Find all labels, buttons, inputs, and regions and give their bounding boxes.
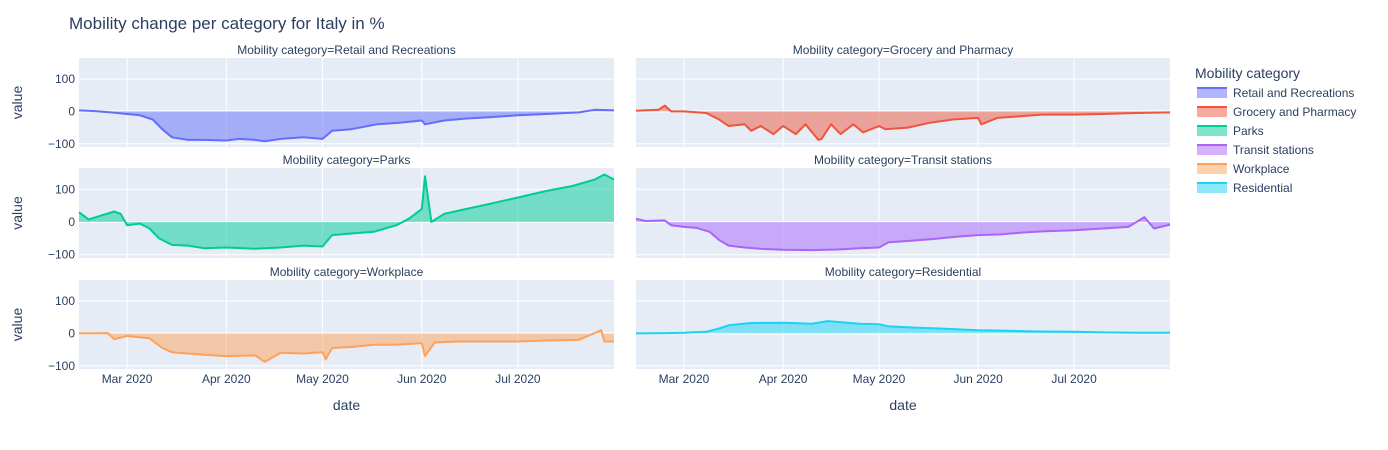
x-tick-label: Jul 2020 xyxy=(1051,372,1097,386)
y-tick-label: 100 xyxy=(55,182,75,196)
facet-title: Mobility category=Residential xyxy=(825,265,981,279)
legend-label: Parks xyxy=(1233,124,1264,138)
panel-parks: Mobility category=Parks −100 0 100 value xyxy=(9,153,615,262)
plot-background xyxy=(79,58,614,147)
x-tick-label: Mar 2020 xyxy=(659,372,710,386)
x-tick-label: Jun 2020 xyxy=(397,372,447,386)
plot-background xyxy=(79,280,614,369)
legend-item-transit-stations[interactable]: Transit stations xyxy=(1197,143,1314,157)
y-tick-label: 100 xyxy=(55,294,75,308)
y-axis-label: value xyxy=(9,86,25,120)
legend-swatch xyxy=(1197,145,1227,155)
legend-item-grocery-and-pharmacy[interactable]: Grocery and Pharmacy xyxy=(1197,105,1356,119)
plot-background xyxy=(636,168,1170,258)
facet-title: Mobility category=Grocery and Pharmacy xyxy=(793,43,1013,57)
area-fill-workplace xyxy=(79,330,614,362)
facet-title: Mobility category=Workplace xyxy=(270,265,424,279)
chart-title: Mobility change per category for Italy i… xyxy=(69,14,385,33)
y-tick-label: −100 xyxy=(48,248,75,262)
series-line-residential xyxy=(635,320,1170,335)
x-tick-label: Jun 2020 xyxy=(953,372,1003,386)
legend-item-retail-and-recreations[interactable]: Retail and Recreations xyxy=(1197,86,1354,100)
y-axis-label: value xyxy=(9,196,25,230)
legend-swatch xyxy=(1197,183,1227,193)
area-fill-parks xyxy=(79,174,614,249)
y-tick-label: 0 xyxy=(68,104,75,118)
legend-item-parks[interactable]: Parks xyxy=(1197,124,1264,138)
x-tick-label: May 2020 xyxy=(853,372,906,386)
y-tick-label: −100 xyxy=(48,359,75,373)
legend-swatch xyxy=(1197,107,1227,117)
legend: Mobility category Retail and Recreations… xyxy=(1195,65,1356,195)
legend-swatch xyxy=(1197,126,1227,136)
y-tick-label: 0 xyxy=(68,215,75,229)
y-tick-label: −100 xyxy=(48,137,75,151)
x-axis-label: date xyxy=(889,397,916,413)
legend-swatch xyxy=(1197,164,1227,174)
plot-background xyxy=(636,280,1170,369)
series-line-transit-stations xyxy=(635,216,1171,252)
x-tick-label: Apr 2020 xyxy=(202,372,251,386)
area-fill-transit-stations xyxy=(636,217,1170,251)
legend-label: Grocery and Pharmacy xyxy=(1233,105,1356,119)
x-axis-label: date xyxy=(333,397,360,413)
legend-label: Residential xyxy=(1233,181,1292,195)
facet-panels: Mobility category=Retail and Recreations… xyxy=(9,43,1171,413)
facet-title: Mobility category=Transit stations xyxy=(814,153,992,167)
x-tick-label: May 2020 xyxy=(296,372,349,386)
x-tick-label: Mar 2020 xyxy=(102,372,153,386)
x-tick-label: Jul 2020 xyxy=(495,372,541,386)
panel-transit-stations: Mobility category=Transit stations xyxy=(635,153,1171,258)
facet-title: Mobility category=Retail and Recreations xyxy=(237,43,455,57)
legend-label: Transit stations xyxy=(1233,143,1314,157)
series-line-grocery-and-pharmacy xyxy=(635,104,1171,141)
legend-item-workplace[interactable]: Workplace xyxy=(1197,162,1290,176)
legend-title: Mobility category xyxy=(1195,65,1300,81)
facet-title: Mobility category=Parks xyxy=(283,153,411,167)
legend-item-residential[interactable]: Residential xyxy=(1197,181,1292,195)
legend-swatch xyxy=(1197,88,1227,98)
y-tick-label: 0 xyxy=(68,326,75,340)
y-axis-label: value xyxy=(9,308,25,342)
series-line-workplace xyxy=(78,329,614,363)
series-line-retail-and-recreations xyxy=(78,108,615,143)
plot-background xyxy=(636,58,1170,147)
y-tick-label: 100 xyxy=(55,72,75,86)
legend-label: Workplace xyxy=(1233,162,1290,176)
series-line-parks xyxy=(78,173,615,250)
legend-label: Retail and Recreations xyxy=(1233,86,1354,100)
x-tick-label: Apr 2020 xyxy=(759,372,808,386)
panel-workplace: Mobility category=Workplace −100 0 100 value… xyxy=(9,265,614,413)
panel-residential: Mobility category=Residential Mar 2020 Apr… xyxy=(635,265,1170,413)
panel-grocery-and-pharmacy: Mobility category=Grocery and Pharmacy xyxy=(635,43,1171,147)
panel-retail-and-recreations: Mobility category=Retail and Recreations… xyxy=(9,43,615,151)
